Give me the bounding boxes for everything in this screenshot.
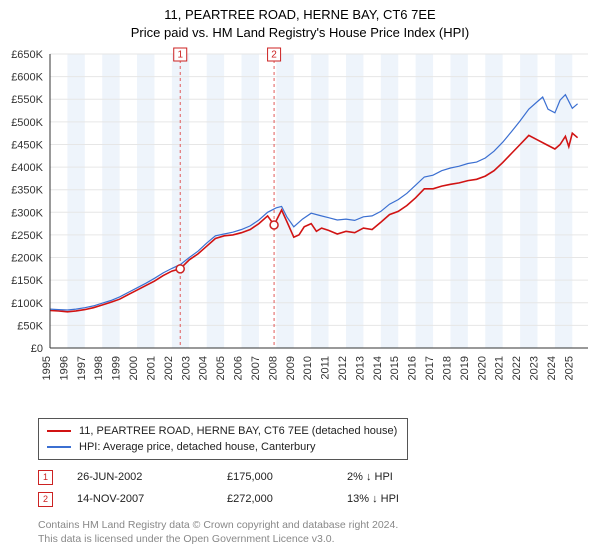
svg-text:2005: 2005 [215,356,227,380]
svg-text:£250K: £250K [11,230,43,242]
svg-text:2022: 2022 [511,356,523,380]
chart: £0 £50K £100K £150K £200K £250K £300K £350K £400… [0,44,600,414]
legend-swatch-1 [47,430,71,432]
svg-text:2020: 2020 [476,356,488,380]
legend-label-2: HPI: Average price, detached house, Cant… [79,441,315,453]
svg-text:£450K: £450K [11,139,43,151]
sale-price-1: £175,000 [227,471,347,483]
sale-pct-2: 13% ↓ HPI [347,493,487,505]
chart-container: 11, PEARTREE ROAD, HERNE BAY, CT6 7EE Pr… [0,0,600,560]
svg-text:2008: 2008 [267,356,279,380]
svg-text:2018: 2018 [441,356,453,380]
legend-swatch-2 [47,446,71,448]
svg-text:2014: 2014 [372,356,384,380]
svg-text:2019: 2019 [459,356,471,380]
svg-text:2025: 2025 [563,356,575,380]
svg-text:1999: 1999 [111,356,123,380]
svg-text:2007: 2007 [250,356,262,380]
legend-item-1: 11, PEARTREE ROAD, HERNE BAY, CT6 7EE (d… [47,423,397,439]
svg-text:2021: 2021 [494,356,506,380]
svg-text:2016: 2016 [407,356,419,380]
sale-date-2: 14-NOV-2007 [77,493,227,505]
footer: Contains HM Land Registry data © Crown c… [38,518,398,546]
svg-text:1998: 1998 [93,356,105,380]
footer-line-2: This data is licensed under the Open Gov… [38,532,398,546]
svg-text:£500K: £500K [11,117,43,129]
svg-text:2010: 2010 [302,356,314,380]
svg-text:1997: 1997 [76,356,88,380]
sale-price-2: £272,000 [227,493,347,505]
sale-marker-1: 1 [38,470,53,485]
title-line-2: Price paid vs. HM Land Registry's House … [0,24,600,42]
svg-text:2004: 2004 [198,356,210,380]
svg-text:£100K: £100K [11,298,43,310]
svg-text:2015: 2015 [389,356,401,380]
legend-item-2: HPI: Average price, detached house, Cant… [47,439,397,455]
svg-text:£50K: £50K [17,320,43,332]
chart-svg: £0 £50K £100K £150K £200K £250K £300K £350K £400… [0,44,600,414]
svg-text:2000: 2000 [128,356,140,380]
title-block: 11, PEARTREE ROAD, HERNE BAY, CT6 7EE Pr… [0,0,600,41]
svg-text:2012: 2012 [337,356,349,380]
sale-row-2: 2 14-NOV-2007 £272,000 13% ↓ HPI [38,488,578,510]
svg-text:2023: 2023 [529,356,541,380]
svg-text:2: 2 [271,50,277,61]
title-line-1: 11, PEARTREE ROAD, HERNE BAY, CT6 7EE [0,6,600,24]
svg-text:2006: 2006 [233,356,245,380]
svg-text:2024: 2024 [546,356,558,380]
svg-text:£300K: £300K [11,207,43,219]
svg-text:2009: 2009 [285,356,297,380]
sale-pct-1: 2% ↓ HPI [347,471,487,483]
svg-text:£150K: £150K [11,275,43,287]
svg-text:£200K: £200K [11,253,43,265]
svg-text:2017: 2017 [424,356,436,380]
legend-label-1: 11, PEARTREE ROAD, HERNE BAY, CT6 7EE (d… [79,425,397,437]
svg-text:£650K: £650K [11,49,43,61]
svg-text:2011: 2011 [320,356,332,380]
svg-text:£550K: £550K [11,94,43,106]
svg-text:£0: £0 [31,343,43,355]
svg-text:1: 1 [177,50,183,61]
svg-text:2013: 2013 [354,356,366,380]
svg-text:£400K: £400K [11,162,43,174]
sale-marker-2: 2 [38,492,53,507]
sales-table: 1 26-JUN-2002 £175,000 2% ↓ HPI 2 14-NOV… [38,466,578,510]
legend: 11, PEARTREE ROAD, HERNE BAY, CT6 7EE (d… [38,418,408,460]
footer-line-1: Contains HM Land Registry data © Crown c… [38,518,398,532]
svg-text:£350K: £350K [11,185,43,197]
svg-text:1996: 1996 [58,356,70,380]
svg-text:1995: 1995 [41,356,53,380]
svg-text:2001: 2001 [145,356,157,380]
sale-row-1: 1 26-JUN-2002 £175,000 2% ↓ HPI [38,466,578,488]
svg-text:2003: 2003 [180,356,192,380]
svg-text:£600K: £600K [11,72,43,84]
svg-text:2002: 2002 [163,356,175,380]
sale-date-1: 26-JUN-2002 [77,471,227,483]
